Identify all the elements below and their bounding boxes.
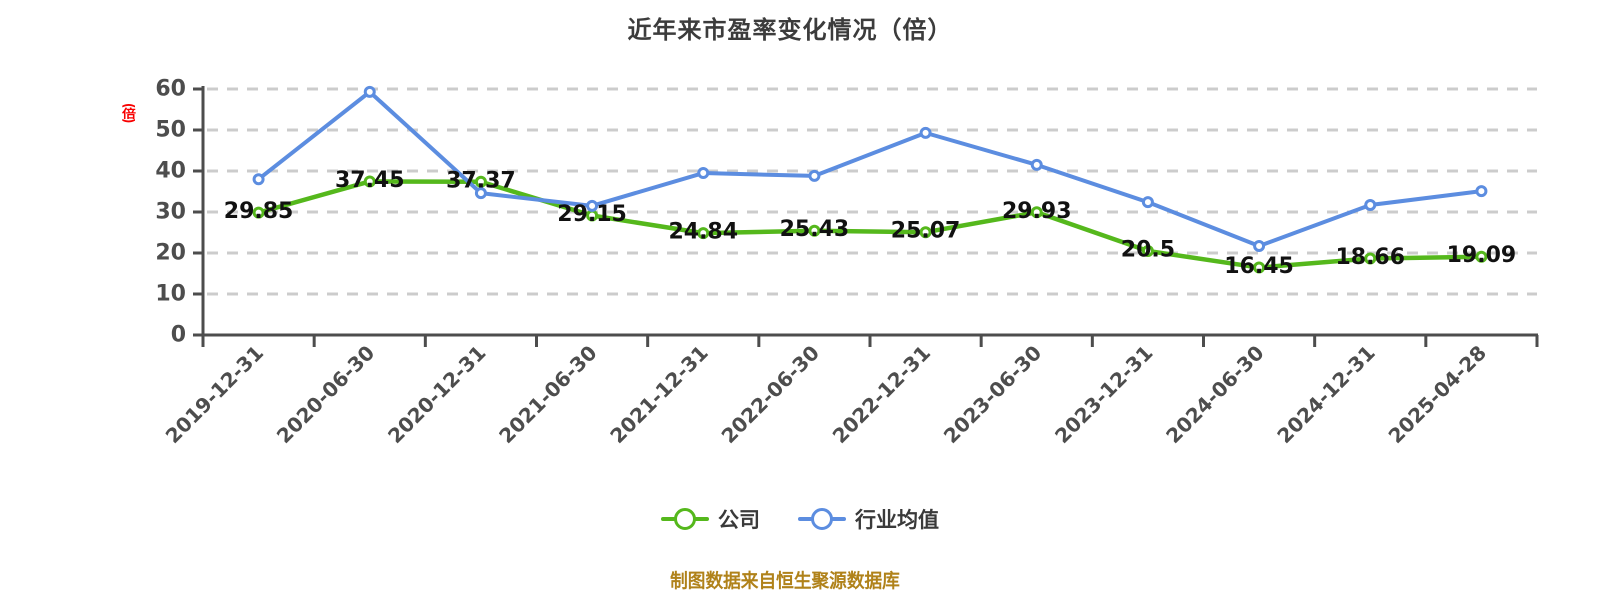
legend-label-industry-average: 行业均值 (855, 508, 939, 532)
x-tick-label: 2021-06-30 (494, 341, 601, 448)
company-data-point[interactable] (474, 175, 487, 188)
industry-data-point[interactable] (474, 187, 487, 200)
industry-series-line (256, 89, 1484, 249)
y-tick-label: 10 (155, 282, 186, 307)
industry-data-point[interactable] (363, 85, 376, 98)
x-tick-label: 2023-06-30 (939, 341, 1046, 448)
x-tick-label: 2024-12-31 (1272, 341, 1379, 448)
pe-ratio-line-chart[interactable]: 0 10 20 30 40 50 60 2019-12-31 2020-06-30 2020-12… (0, 0, 1600, 495)
industry-data-point[interactable] (586, 199, 599, 212)
company-value-label: 29.93 (1002, 199, 1072, 224)
company-value-label: 29.15 (557, 202, 627, 227)
legend-item-company[interactable]: 公司 (661, 504, 760, 534)
company-value-label: 16.45 (1224, 254, 1294, 279)
chart-title: 近年来市盈率变化情况（倍） (627, 16, 953, 44)
y-tick-label: 20 (155, 241, 186, 266)
industry-data-point[interactable] (1475, 185, 1488, 198)
industry-series-marker-icon (798, 508, 846, 530)
legend-label-company: 公司 (718, 508, 760, 532)
y-tick-label: 40 (155, 159, 186, 184)
company-data-point[interactable] (1030, 206, 1043, 219)
x-tick-label: 2024-06-30 (1161, 341, 1268, 448)
company-value-label: 24.84 (668, 220, 738, 245)
company-value-label: 18.66 (1335, 245, 1405, 270)
legend-item-industry-average[interactable]: 行业均值 (798, 504, 939, 534)
company-data-point[interactable] (919, 226, 932, 239)
company-value-label: 20.5 (1121, 237, 1175, 262)
data-source-note: 制图数据来自恒生聚源数据库 (670, 570, 900, 592)
x-tick-label: 2020-06-30 (272, 341, 379, 448)
company-data-point[interactable] (808, 224, 821, 237)
x-tick-label: 2023-12-31 (1050, 341, 1157, 448)
industry-data-point[interactable] (1253, 240, 1266, 253)
company-value-label: 37.45 (335, 168, 405, 193)
y-tick-label: 30 (155, 200, 186, 225)
x-tick-label: 2025-04-28 (1384, 341, 1491, 448)
company-data-point[interactable] (1364, 252, 1377, 265)
industry-data-point[interactable] (1364, 199, 1377, 212)
company-data-point[interactable] (1141, 244, 1154, 257)
company-value-label: 29.85 (224, 199, 294, 224)
x-tick-label: 2022-06-30 (717, 341, 824, 448)
company-value-label: 37.37 (446, 168, 516, 193)
y-tick-label: 0 (171, 323, 186, 348)
company-data-point[interactable] (252, 206, 265, 219)
company-data-point[interactable] (697, 227, 710, 240)
industry-dot-swatch (811, 508, 833, 530)
company-value-label: 25.07 (891, 219, 961, 244)
y-tick-label: 50 (155, 118, 186, 143)
y-tick-label: 60 (155, 77, 186, 102)
company-series-marker-icon (661, 508, 709, 530)
x-tick-label: 2021-12-31 (605, 341, 712, 448)
industry-data-point[interactable] (252, 173, 265, 186)
company-series-line (256, 179, 1484, 270)
company-value-label: 25.43 (780, 217, 850, 242)
industry-data-point[interactable] (919, 126, 932, 139)
legend: 公司 行业均值 (0, 504, 1600, 534)
industry-data-point[interactable] (1030, 158, 1043, 171)
industry-data-point[interactable] (1141, 196, 1154, 209)
x-tick-label: 2022-12-31 (828, 341, 935, 448)
x-tick-label: 2020-12-31 (383, 341, 490, 448)
company-value-label: 19.09 (1447, 243, 1517, 268)
company-data-point[interactable] (1475, 250, 1488, 263)
company-dot-swatch (674, 508, 696, 530)
industry-data-point[interactable] (808, 169, 821, 182)
industry-data-point[interactable] (697, 167, 710, 180)
company-data-point[interactable] (1253, 261, 1266, 274)
y-axis-unit-label: (倍) (120, 103, 136, 123)
company-data-point[interactable] (363, 175, 376, 188)
x-tick-label: 2019-12-31 (161, 341, 268, 448)
